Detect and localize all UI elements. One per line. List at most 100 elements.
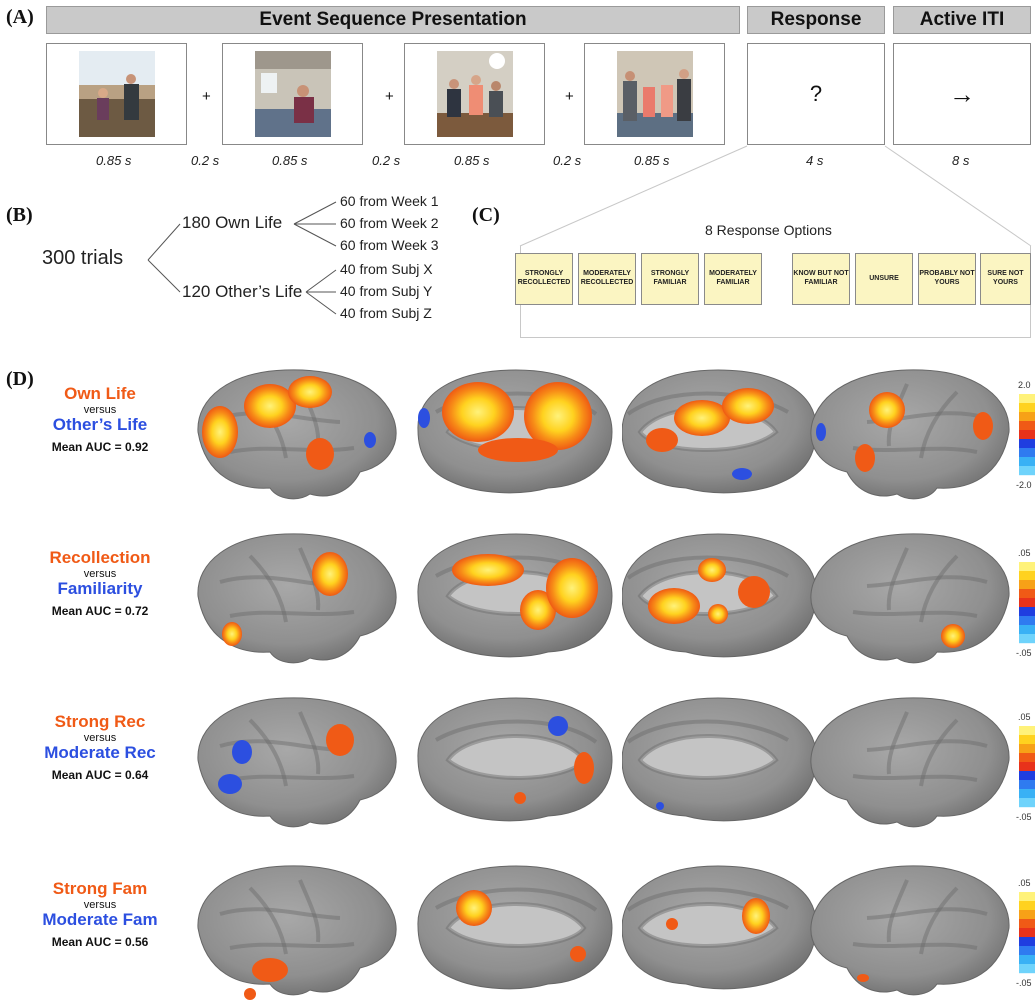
colorbar-max-label: .05 [1018, 712, 1031, 722]
tree-subj-y: 40 from Subj Y [340, 283, 433, 299]
timing-image-3: 0.85 s [454, 153, 490, 168]
positive-activation [646, 428, 678, 452]
colorbar-max-label: .05 [1018, 878, 1031, 888]
contrast-a-label: Recollection [49, 548, 151, 567]
negative-activation [232, 740, 252, 764]
sulcus [626, 887, 789, 912]
brain-surface-medL-row-1 [417, 369, 613, 494]
timing-image-1: 0.85 s [96, 153, 132, 168]
sulcus [219, 739, 341, 752]
sulcus [219, 907, 341, 920]
contrast-a-label: Own Life [64, 384, 136, 403]
brain-surface-latL-row-3 [197, 697, 397, 828]
sulcus [886, 711, 909, 775]
option-moderately-recollected: MODERATELY RECOLLECTED [578, 253, 636, 305]
sulcus [298, 711, 321, 775]
positive-activation [855, 444, 875, 472]
event-photo-2 [254, 51, 331, 137]
negative-activation [816, 423, 826, 441]
response-frame: ? [747, 43, 885, 145]
sulcus [637, 734, 779, 781]
contrast-b-label: Moderate Rec [44, 742, 156, 762]
positive-activation [570, 946, 586, 962]
positive-activation [306, 438, 334, 470]
iti-frame: → [893, 43, 1031, 145]
panel-label-c: (C) [472, 204, 500, 226]
sulcus [229, 942, 355, 950]
colorbar [1019, 892, 1035, 974]
brain-surface-latR-row-2 [810, 533, 1010, 664]
sulcus [229, 610, 355, 618]
positive-activation [546, 558, 598, 618]
sulcus [919, 886, 959, 955]
sulcus [919, 554, 959, 623]
contrast-row-4-labels: Strong Fam versus Moderate Fam Mean AUC … [20, 879, 180, 950]
colorbar [1019, 394, 1035, 476]
colorbar [1019, 726, 1035, 808]
sulcus [852, 942, 978, 950]
response-options-title: 8 Response Options [705, 222, 832, 238]
positive-activation [674, 400, 730, 436]
event-photo-3 [436, 51, 513, 137]
event-frame-4 [584, 43, 725, 145]
plus-3: + [565, 88, 574, 105]
sulcus [866, 575, 988, 588]
timing-image-4: 0.85 s [634, 153, 670, 168]
negative-activation [732, 468, 752, 480]
colorbar-min-label: -2.0 [1016, 480, 1032, 490]
timing-gap-1: 0.2 s [191, 153, 220, 168]
tree-week-1: 60 from Week 1 [340, 193, 439, 209]
response-zoom-lines [519, 145, 1032, 247]
contrast-a-label: Strong Fam [52, 879, 148, 898]
cortex-surface [810, 697, 1010, 828]
auc-label: Mean AUC = 0.92 [51, 440, 149, 455]
sulcus [886, 879, 909, 943]
sulcus [248, 886, 288, 955]
colorbar [1019, 562, 1035, 644]
sulcus [229, 446, 355, 454]
colorbar-min-label: -.05 [1016, 978, 1032, 988]
positive-activation [312, 552, 348, 596]
brain-surface-latL-row-2 [197, 533, 397, 664]
positive-activation [326, 724, 354, 756]
brain-surface-medR-row-3 [622, 697, 817, 822]
colorbar-max-label: 2.0 [1018, 380, 1031, 390]
positive-activation [708, 604, 728, 624]
option-strongly-recollected: STRONGLY RECOLLECTED [515, 253, 573, 305]
tree-other-life: 120 Other’s Life [182, 282, 303, 301]
event-frame-1 [46, 43, 187, 145]
positive-activation [222, 622, 242, 646]
positive-activation [857, 974, 869, 982]
brain-surface-latL-row-4 [197, 865, 397, 1000]
plus-1: + [202, 88, 211, 105]
contrast-row-2-labels: Recollection versus Familiarity Mean AUC… [20, 548, 180, 618]
colorbar-min-label: -.05 [1016, 812, 1032, 822]
panel-label-a: (A) [6, 6, 34, 28]
event-frame-3 [404, 43, 545, 145]
positive-activation [738, 576, 770, 608]
timing-image-2: 0.85 s [272, 153, 308, 168]
positive-activation [244, 988, 256, 1000]
negative-activation [418, 408, 430, 428]
contrast-a-label: Strong Rec [54, 712, 146, 731]
event-frame-2 [222, 43, 363, 145]
timing-gap-3: 0.2 s [553, 153, 582, 168]
positive-activation [666, 918, 678, 930]
contrast-row-1-labels: Own Life versus Other’s Life Mean AUC = … [20, 384, 180, 455]
sulcus [298, 879, 321, 943]
auc-label: Mean AUC = 0.56 [51, 935, 149, 950]
positive-activation [452, 554, 524, 586]
colorbar-max-label: .05 [1018, 548, 1031, 558]
timing-gap-2: 0.2 s [372, 153, 401, 168]
sulcus [626, 719, 789, 744]
brain-surface-medL-row-4 [417, 865, 613, 990]
sulcus [919, 390, 959, 459]
brain-surface-latR-row-4 [810, 865, 1010, 996]
sulcus [626, 555, 789, 580]
tree-root: 300 trials [42, 247, 124, 269]
timing-iti: 8 s [952, 153, 970, 168]
contrast-row-3-labels: Strong Rec versus Moderate Rec Mean AUC … [20, 712, 180, 782]
brain-surface-latR-row-3 [810, 697, 1010, 828]
cortex-surface [810, 533, 1010, 664]
sulcus [852, 610, 978, 618]
